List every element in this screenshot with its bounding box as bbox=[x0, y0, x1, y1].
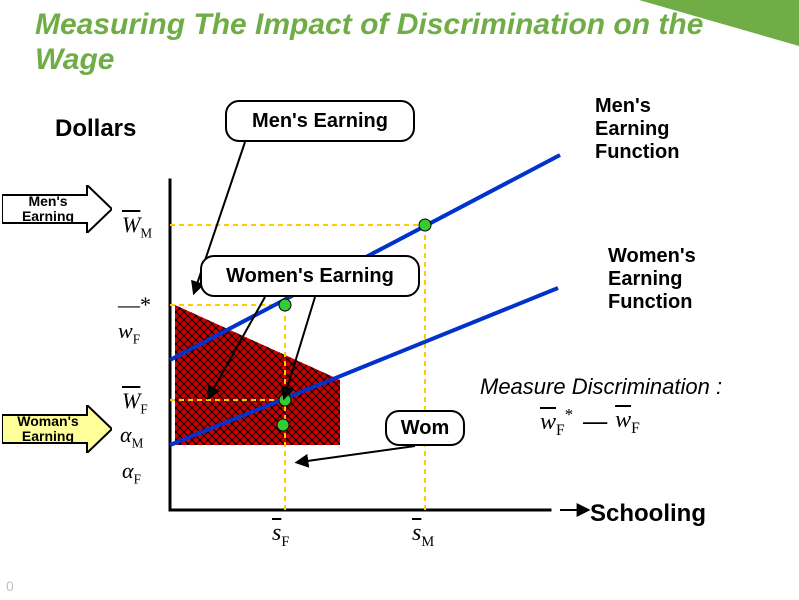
discrimination-region bbox=[175, 305, 340, 445]
callout-woman-short: Wom bbox=[385, 410, 465, 446]
page-number: 0 bbox=[6, 578, 14, 594]
leader-women-earning-2 bbox=[285, 297, 315, 395]
ytick-alphaF: αF bbox=[122, 458, 141, 487]
measure-discrimination-label: Measure Discrimination : bbox=[480, 375, 790, 399]
women-function-label: Women's Earning Function bbox=[608, 245, 728, 314]
ytick-WF: WF bbox=[122, 388, 148, 417]
xtick-sM: sM bbox=[412, 520, 434, 551]
women-earning-function-line bbox=[170, 288, 558, 445]
leader-woman bbox=[300, 446, 415, 462]
discrimination-region-hatch bbox=[175, 305, 340, 445]
discrimination-expression: wF* — wF bbox=[540, 405, 640, 440]
ytick-alphaM: αM bbox=[120, 422, 143, 451]
page-title: Measuring The Impact of Discrimination o… bbox=[35, 8, 735, 77]
ytick-wFstar: —*wF bbox=[118, 292, 151, 347]
slide-root: { "title": "Measuring The Impact of Disc… bbox=[0, 0, 799, 600]
xtick-sF: sF bbox=[272, 520, 289, 551]
callout-women-earning: Women's Earning bbox=[200, 255, 420, 297]
ytick-WM: WM bbox=[122, 212, 152, 241]
men-function-label: Men's Earning Function bbox=[595, 95, 715, 164]
chart-markers bbox=[277, 219, 431, 431]
y-axis-label: Dollars bbox=[55, 115, 136, 143]
side-label-womans-earning: Woman's Earning bbox=[2, 405, 112, 453]
side-label-mens-earning: Men's Earning bbox=[2, 185, 112, 233]
callout-men-earning: Men's Earning bbox=[225, 100, 415, 142]
leader-women-earning-1 bbox=[210, 297, 265, 395]
x-axis-label: Schooling bbox=[590, 500, 706, 528]
